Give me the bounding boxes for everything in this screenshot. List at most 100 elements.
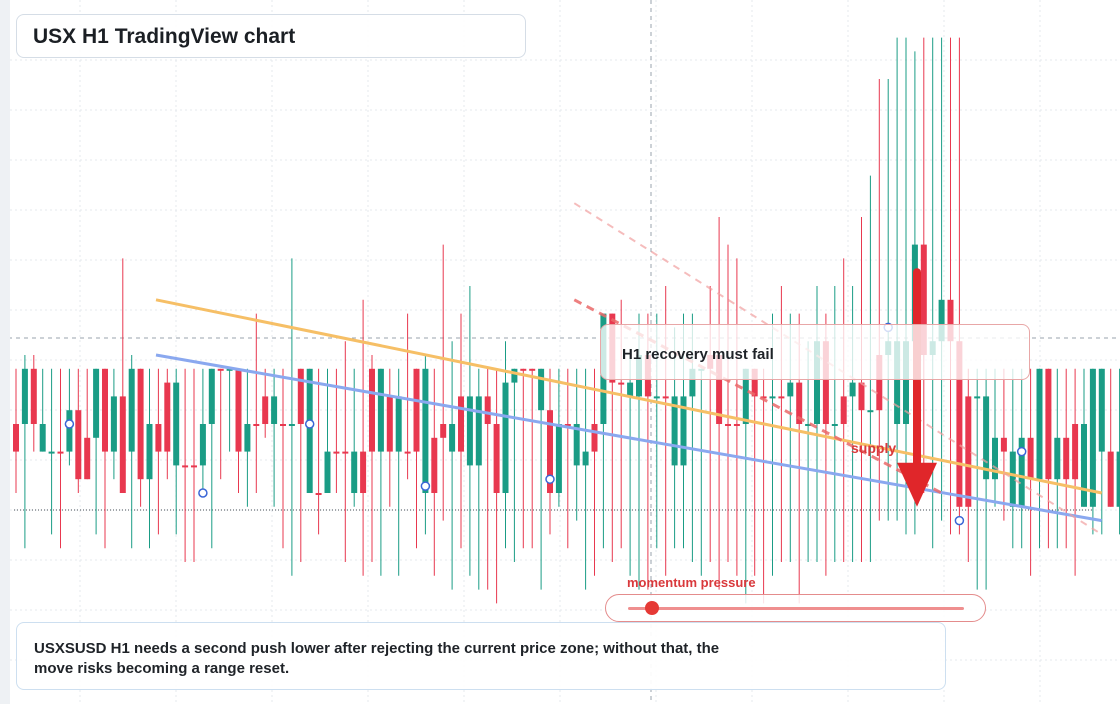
analysis-note-panel: USXSUSD H1 needs a second push lower aft… xyxy=(16,622,946,690)
candle-body xyxy=(30,368,37,424)
candle-body xyxy=(333,451,340,454)
candle-body xyxy=(110,396,117,452)
candle-body xyxy=(1000,437,1007,452)
candle-body xyxy=(39,424,46,452)
pivot-marker xyxy=(304,419,315,429)
candle-body xyxy=(796,382,803,424)
candle-body xyxy=(199,424,206,466)
candle-body xyxy=(208,368,215,424)
candle-body xyxy=(66,410,73,452)
candle-body xyxy=(324,451,331,493)
candle-body xyxy=(920,244,927,355)
trendline-blue xyxy=(155,353,1103,523)
chart-title: USX H1 TradingView chart xyxy=(33,25,296,48)
candle-body xyxy=(769,396,776,399)
candle-body xyxy=(1081,424,1087,507)
candle-body xyxy=(137,368,144,480)
candle-body xyxy=(858,382,865,411)
candle-body xyxy=(1036,368,1043,480)
candle-body xyxy=(386,396,393,452)
candle-body xyxy=(671,396,678,466)
candle-body xyxy=(1009,451,1016,507)
candle-body xyxy=(431,437,438,493)
candle-body xyxy=(1098,368,1105,452)
candle-body xyxy=(128,368,135,452)
candle-body xyxy=(547,410,553,493)
candle-body xyxy=(271,396,278,424)
candle-body xyxy=(805,424,812,426)
callout-text: H1 recovery must fail xyxy=(622,346,774,363)
candle-body xyxy=(119,396,126,493)
candle-body xyxy=(1072,424,1079,480)
candle-body xyxy=(1107,451,1114,507)
candle-body xyxy=(1054,437,1061,480)
candle-body xyxy=(502,382,509,493)
pivot-marker xyxy=(198,488,208,498)
candle-body xyxy=(618,382,625,385)
candle-body xyxy=(48,451,55,454)
candle-body xyxy=(75,410,82,480)
candle-body xyxy=(733,424,740,426)
candle-body xyxy=(280,424,286,426)
candle-body xyxy=(13,424,19,452)
candle-body xyxy=(351,451,358,493)
momentum-knob[interactable] xyxy=(644,601,659,615)
candle-body xyxy=(173,382,180,466)
candle-body xyxy=(475,396,482,466)
candle-body xyxy=(191,465,197,468)
candle-body xyxy=(653,396,660,399)
candle-body xyxy=(1063,437,1070,480)
title-panel: USX H1 TradingView chart xyxy=(16,14,526,58)
candle-body xyxy=(680,396,687,466)
candle-body xyxy=(725,424,731,426)
candle-body xyxy=(57,451,64,454)
candle-body xyxy=(360,451,367,493)
candle-body xyxy=(102,368,108,452)
candle-body xyxy=(93,368,100,438)
candle-body xyxy=(573,424,580,466)
candle-body xyxy=(662,396,669,399)
candle-body xyxy=(787,382,794,397)
candle-body xyxy=(244,424,251,452)
candle-body xyxy=(484,396,491,424)
arrow-head xyxy=(897,462,937,507)
pivot-marker xyxy=(545,474,555,484)
candle-body xyxy=(235,368,242,452)
candle-body xyxy=(1045,368,1052,480)
candle-body xyxy=(822,341,829,424)
supply-label: supply xyxy=(851,440,897,456)
candle-body xyxy=(466,396,473,466)
candle-body xyxy=(947,299,954,342)
momentum-slider[interactable] xyxy=(605,594,986,622)
trendline-orange xyxy=(155,298,1103,495)
candle-body xyxy=(493,424,500,493)
candle-body xyxy=(716,355,723,424)
candle-body xyxy=(689,368,696,397)
candle-body xyxy=(377,368,384,452)
momentum-track xyxy=(628,607,964,610)
candle-body xyxy=(876,355,883,411)
candle-body xyxy=(84,437,91,480)
candle-body xyxy=(1027,437,1034,480)
candle-body xyxy=(404,451,411,454)
candle-body xyxy=(814,341,820,424)
candle-body xyxy=(21,368,28,424)
candle-body xyxy=(395,396,402,452)
candle-body xyxy=(992,437,998,480)
candle-body xyxy=(1089,368,1096,507)
candle-body xyxy=(1116,451,1120,507)
candle-body xyxy=(440,424,447,438)
candle-body xyxy=(894,341,901,424)
candle-body xyxy=(306,368,313,493)
candle-body xyxy=(146,424,153,480)
pivot-marker xyxy=(954,515,965,526)
candle-body xyxy=(903,341,909,424)
trendlines-layer xyxy=(155,202,1103,536)
candle-body xyxy=(956,341,963,507)
candle-body xyxy=(965,396,972,507)
pivot-marker xyxy=(1016,446,1027,457)
candle-body xyxy=(413,368,420,452)
markers-layer xyxy=(64,322,1027,526)
candle-body xyxy=(297,368,304,424)
